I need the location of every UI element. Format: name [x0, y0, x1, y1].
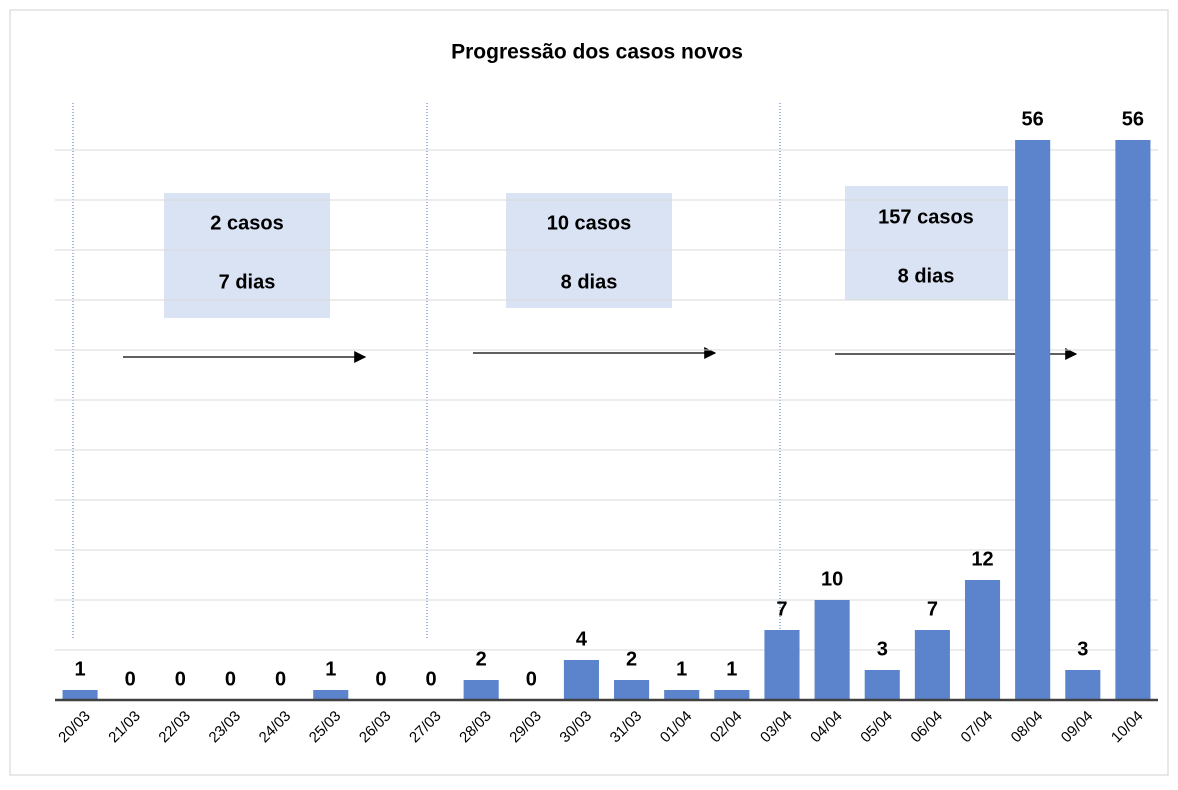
data-label: 1	[325, 658, 336, 680]
bar	[563, 660, 599, 700]
data-label: 0	[526, 668, 537, 690]
data-label: 0	[125, 668, 136, 690]
annotation-text: 8 dias	[561, 271, 618, 293]
bar	[614, 680, 650, 700]
bar	[864, 670, 900, 700]
data-label: 56	[1022, 108, 1044, 130]
annotation-text: 157 casos	[878, 206, 974, 228]
bar	[814, 600, 850, 700]
annotation-text: 2 casos	[210, 212, 283, 234]
data-label: 3	[877, 638, 888, 660]
bar	[1065, 670, 1101, 700]
data-label: 0	[425, 668, 436, 690]
data-label: 4	[576, 628, 588, 650]
bar	[964, 580, 1001, 700]
data-label: 1	[676, 658, 687, 680]
annotation-text: 7 dias	[219, 271, 276, 293]
bar	[463, 680, 499, 700]
data-label: 56	[1122, 108, 1144, 130]
annotation-box	[164, 193, 330, 318]
bar	[914, 630, 950, 700]
data-label: 1	[726, 658, 737, 680]
annotation-text: 10 casos	[547, 212, 632, 234]
bar	[664, 690, 700, 700]
data-label: 0	[225, 668, 236, 690]
data-label: 0	[175, 668, 186, 690]
data-label: 7	[776, 598, 787, 620]
bar	[1015, 140, 1051, 700]
data-label: 0	[275, 668, 286, 690]
annotation-text: 8 dias	[898, 265, 955, 287]
bar	[714, 690, 750, 700]
annotation-box	[845, 186, 1008, 300]
bar	[764, 630, 800, 700]
bar	[313, 690, 349, 700]
data-label: 2	[476, 648, 487, 670]
chart-title: Progressão dos casos novos	[451, 41, 743, 64]
data-label: 2	[626, 648, 637, 670]
data-label: 7	[927, 598, 938, 620]
data-label: 0	[375, 668, 386, 690]
data-label: 1	[75, 658, 86, 680]
data-label: 10	[821, 568, 843, 590]
bar	[62, 690, 98, 700]
data-label: 3	[1077, 638, 1088, 660]
bar	[1115, 140, 1151, 700]
data-label: 12	[971, 548, 993, 570]
